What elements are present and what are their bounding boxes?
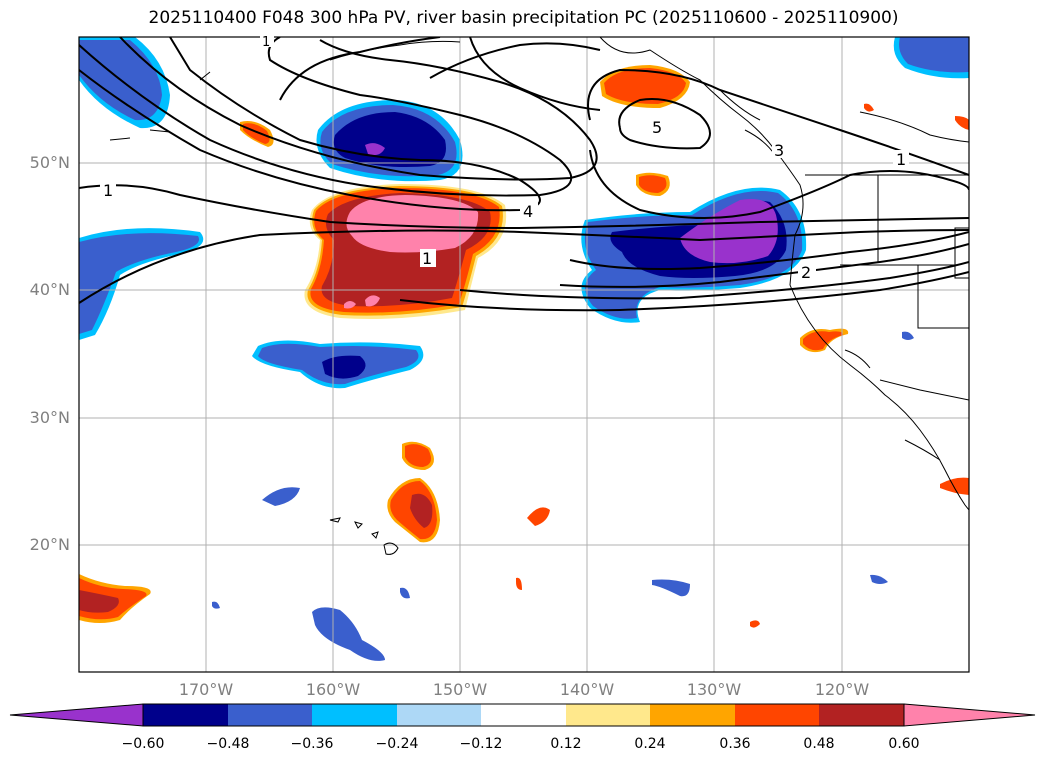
lon-label: 160°W bbox=[305, 680, 361, 699]
map-frame bbox=[78, 36, 970, 673]
map-background bbox=[79, 37, 969, 672]
contour-label: 1 bbox=[262, 35, 270, 50]
lon-label: 120°W bbox=[814, 680, 870, 699]
colorbar-tick-label: 0.24 bbox=[634, 736, 666, 752]
lon-label: 170°W bbox=[178, 680, 234, 699]
contour-label: 5 bbox=[652, 118, 662, 137]
colorbar-tick-label: 0.12 bbox=[550, 736, 582, 752]
lon-label: 140°W bbox=[559, 680, 615, 699]
colorbar-min-extend bbox=[9, 703, 144, 727]
contour-label: 3 bbox=[774, 141, 784, 160]
colorbar-tick-label: −0.12 bbox=[459, 736, 503, 752]
colorbar-tick-label: −0.48 bbox=[206, 736, 250, 752]
contour-label: 1 bbox=[896, 150, 906, 169]
contour-label: 1 bbox=[422, 249, 432, 268]
colorbar-max-extend bbox=[903, 703, 1036, 727]
lon-label: 130°W bbox=[686, 680, 742, 699]
lat-label: 50°N bbox=[29, 153, 70, 172]
contour-label: 2 bbox=[801, 263, 811, 282]
colorbar-tick-label: −0.24 bbox=[375, 736, 419, 752]
lat-label: 30°N bbox=[29, 408, 70, 427]
lon-label: 150°W bbox=[432, 680, 488, 699]
lat-label: 40°N bbox=[29, 280, 70, 299]
islands bbox=[329, 517, 399, 555]
contour-labels: 1 1 4 1 2 3 5 1 bbox=[100, 33, 909, 282]
contour-label: 4 bbox=[523, 202, 533, 221]
colorbar-tick-label: −0.60 bbox=[121, 736, 165, 752]
colorbar-tick-label: 0.60 bbox=[888, 736, 920, 752]
map-title: 2025110400 F048 300 hPa PV, river basin … bbox=[148, 8, 899, 28]
colorbar-tick-label: 0.48 bbox=[803, 736, 835, 752]
contour-label: 1 bbox=[103, 181, 113, 200]
colorbar-tick-label: 0.36 bbox=[719, 736, 751, 752]
colorbar-tick-label: −0.36 bbox=[290, 736, 334, 752]
lat-label: 20°N bbox=[29, 535, 70, 554]
colorbar bbox=[9, 703, 1036, 727]
gridlines bbox=[79, 37, 969, 672]
